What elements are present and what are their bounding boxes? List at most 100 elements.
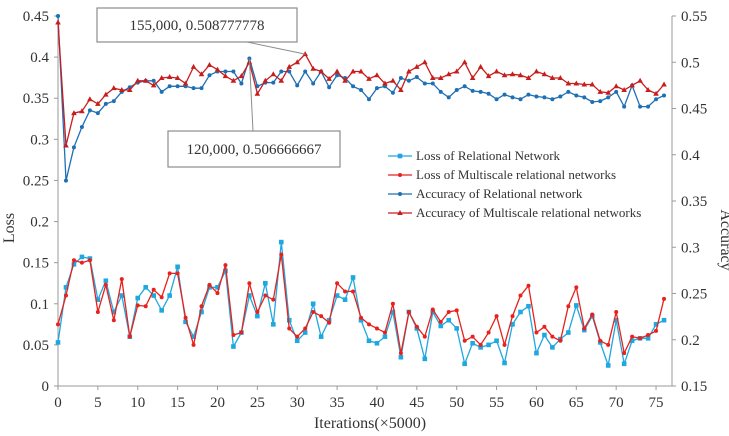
series-3 <box>55 19 667 148</box>
data-point <box>453 68 460 74</box>
data-point <box>158 74 165 80</box>
data-point <box>517 72 524 78</box>
data-point <box>645 87 651 92</box>
data-point <box>182 80 189 86</box>
data-point <box>247 281 252 286</box>
callout-box <box>167 130 341 168</box>
data-point <box>486 330 491 335</box>
legend-swatch-marker <box>397 153 403 159</box>
data-point <box>199 304 204 309</box>
data-point <box>159 308 164 313</box>
data-point <box>174 74 181 80</box>
data-point <box>151 293 156 298</box>
data-point <box>319 314 324 319</box>
data-point <box>470 334 475 339</box>
data-point <box>454 308 459 313</box>
data-point <box>518 309 523 315</box>
data-point <box>111 85 117 91</box>
data-point <box>167 84 172 89</box>
data-point <box>335 281 340 286</box>
data-point <box>63 293 68 298</box>
data-point <box>270 322 276 327</box>
data-point <box>262 77 269 83</box>
x-tick-label: 25 <box>250 395 265 411</box>
series-line <box>57 242 665 368</box>
data-point <box>151 78 156 83</box>
data-point <box>526 303 531 309</box>
data-point <box>590 100 595 105</box>
data-point <box>287 69 292 74</box>
data-point <box>71 258 76 263</box>
data-point <box>525 74 532 80</box>
data-point <box>414 324 419 329</box>
y-tick-label-left: 0.25 <box>23 173 49 189</box>
data-point <box>462 361 467 367</box>
data-point <box>263 280 268 286</box>
data-point <box>271 297 276 302</box>
data-point <box>414 63 420 69</box>
data-point <box>398 87 404 92</box>
data-point <box>454 326 460 331</box>
data-point <box>582 95 587 100</box>
series-1 <box>56 252 667 356</box>
data-point <box>470 340 475 346</box>
data-point <box>358 317 364 323</box>
data-point <box>95 111 100 116</box>
x-tick-label: 55 <box>489 395 504 411</box>
data-point <box>606 342 611 347</box>
data-point <box>398 354 404 360</box>
data-point <box>103 278 109 284</box>
data-point <box>295 83 300 88</box>
data-point <box>470 88 475 93</box>
data-point <box>230 77 237 83</box>
data-point <box>56 322 60 327</box>
data-point <box>334 68 340 74</box>
data-point <box>661 317 667 323</box>
data-point <box>87 96 93 102</box>
data-point <box>206 62 213 68</box>
data-point <box>134 77 141 83</box>
data-point <box>589 81 596 87</box>
data-point <box>151 287 156 292</box>
data-point <box>478 342 483 347</box>
data-point <box>549 74 556 80</box>
data-point <box>510 314 515 319</box>
data-point <box>574 303 579 308</box>
y-axis-title-right: Accuracy <box>717 209 729 270</box>
data-point <box>191 342 196 347</box>
data-point <box>215 285 220 290</box>
data-point <box>558 94 563 99</box>
data-point <box>279 252 284 257</box>
data-point <box>366 97 371 102</box>
data-point <box>343 289 348 294</box>
data-point <box>582 326 587 331</box>
legend-label: Loss of Multiscale relational networks <box>416 167 616 182</box>
y-tick-label-right: 0.3 <box>681 240 700 256</box>
data-point <box>398 75 403 80</box>
data-point <box>374 86 379 91</box>
x-tick-label: 20 <box>210 395 225 411</box>
data-point <box>223 268 228 274</box>
data-point <box>95 100 101 106</box>
data-point <box>255 310 260 314</box>
data-point <box>342 77 348 83</box>
callout-leader <box>246 41 306 55</box>
data-point <box>183 319 188 325</box>
data-point <box>518 97 523 102</box>
data-point <box>119 293 125 298</box>
data-point <box>494 97 499 102</box>
data-point <box>342 297 348 302</box>
data-point <box>646 104 651 109</box>
data-point <box>429 74 436 80</box>
x-tick-label: 5 <box>94 395 102 411</box>
data-point <box>502 92 507 97</box>
data-point <box>247 293 252 298</box>
data-point <box>71 145 76 150</box>
data-point <box>55 340 61 345</box>
data-point <box>526 283 531 288</box>
data-point <box>119 277 124 282</box>
data-point <box>430 309 436 315</box>
data-point <box>382 80 388 86</box>
data-point <box>446 95 451 100</box>
y-tick-label-right: 0.5 <box>681 55 700 71</box>
